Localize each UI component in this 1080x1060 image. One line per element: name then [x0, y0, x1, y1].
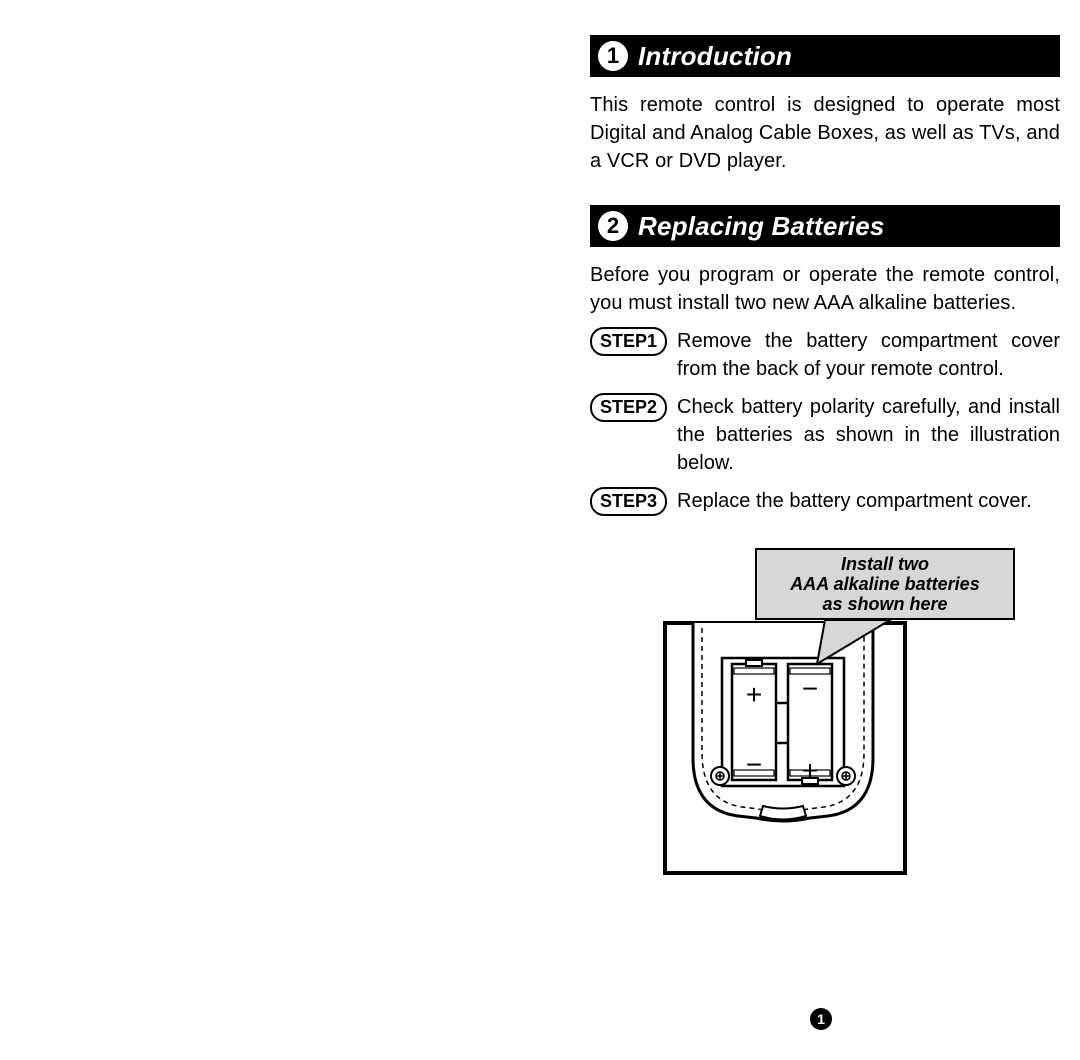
step-row: STEP3 Replace the battery compartment co…	[590, 487, 1060, 516]
svg-text:+: +	[802, 755, 818, 786]
section1-number-badge: 1	[598, 41, 628, 71]
svg-text:−: −	[746, 749, 762, 780]
section1-body: This remote control is designed to opera…	[590, 91, 1060, 175]
step2-label: STEP2	[590, 393, 667, 422]
page-number: 1	[810, 1008, 832, 1030]
battery-diagram-svg: + − − +	[590, 548, 1060, 878]
section2-header: 2 Replacing Batteries	[590, 205, 1060, 247]
svg-text:+: +	[746, 679, 762, 710]
svg-text:−: −	[802, 673, 818, 704]
manual-page: 1 Introduction This remote control is de…	[590, 35, 1060, 878]
section2-intro: Before you program or operate the remote…	[590, 261, 1060, 317]
battery-illustration: Install two AAA alkaline batteries as sh…	[590, 548, 1060, 878]
step1-label: STEP1	[590, 327, 667, 356]
step-row: STEP1 Remove the battery compartment cov…	[590, 327, 1060, 383]
step1-text: Remove the battery compartment cover fro…	[677, 327, 1060, 383]
step3-text: Replace the battery compartment cover.	[677, 487, 1060, 515]
section2-title: Replacing Batteries	[638, 211, 885, 242]
section2-number-badge: 2	[598, 211, 628, 241]
step3-label: STEP3	[590, 487, 667, 516]
step-row: STEP2 Check battery polarity carefully, …	[590, 393, 1060, 477]
section1-title: Introduction	[638, 41, 792, 72]
step2-text: Check battery polarity carefully, and in…	[677, 393, 1060, 477]
section1-header: 1 Introduction	[590, 35, 1060, 77]
